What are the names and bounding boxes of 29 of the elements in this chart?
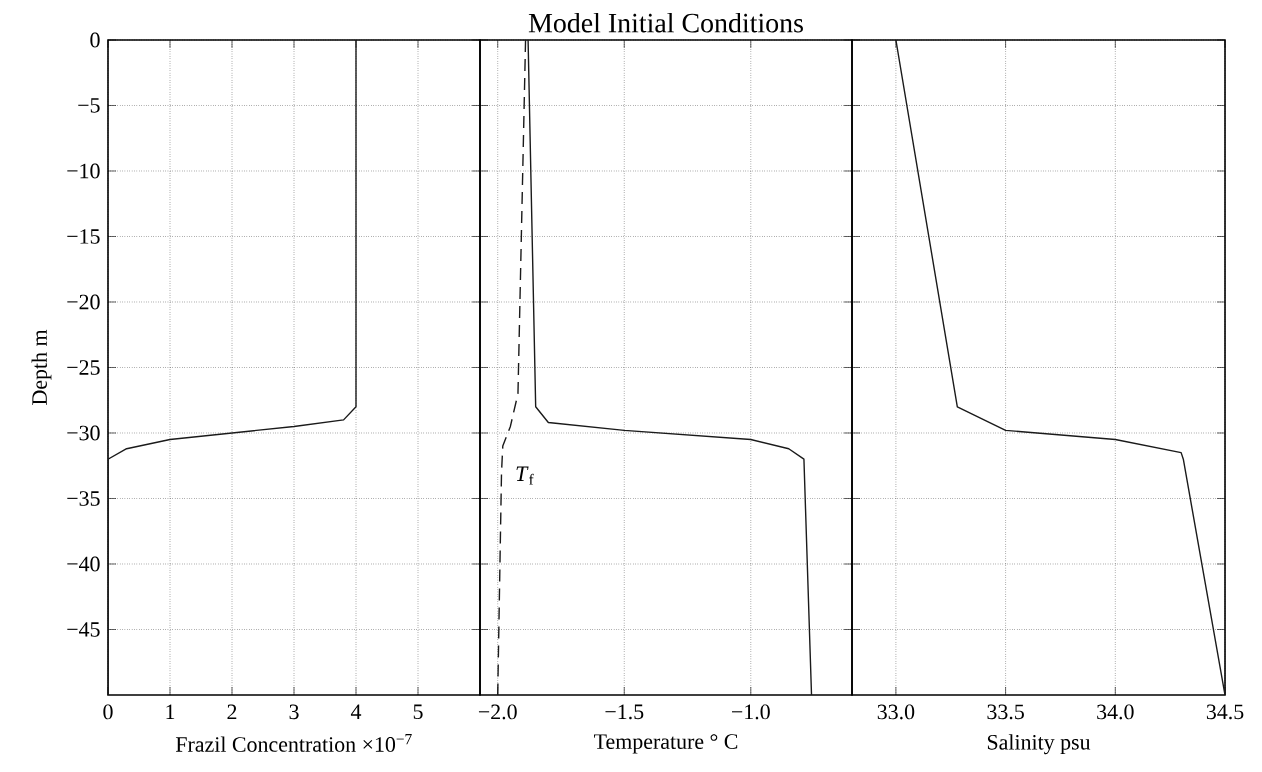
y-tick-label: −15: [67, 229, 100, 244]
y-tick-label: −45: [67, 622, 100, 637]
x-tick-label: 34.5: [1206, 704, 1244, 720]
y-tick-label: −20: [67, 294, 100, 310]
y-tick-label: −25: [67, 360, 100, 375]
x-tick-label: 3: [289, 704, 299, 720]
x-tick-label: −2.0: [478, 704, 517, 720]
y-tick-label: −10: [67, 163, 100, 179]
y-tick-label: −30: [67, 425, 100, 441]
y-axis-title: Depth m: [31, 329, 52, 405]
y-tick-label: −35: [67, 491, 100, 506]
y-tick-label: −40: [67, 556, 100, 572]
x-tick-label: 1: [166, 704, 175, 719]
y-tick-label: 0: [90, 32, 100, 48]
x-tick-label: 34.0: [1097, 704, 1134, 720]
x-tick-label: −1.5: [605, 704, 644, 720]
chart-title: Model Initial Conditions: [528, 12, 803, 33]
x-tick-label: 5: [413, 704, 423, 720]
y-tick-label: −5: [78, 98, 100, 113]
x-axis-title: Salinity psu: [987, 734, 1091, 755]
x-tick-label: 33.0: [877, 704, 915, 720]
x-axis-title: Temperature ° C: [594, 734, 738, 754]
x-tick-label: −1.0: [732, 704, 770, 720]
x-tick-label: 4: [350, 704, 362, 719]
x-tick-label: 33.5: [987, 704, 1024, 720]
x-tick-label: 2: [227, 704, 237, 720]
x-tick-label: 0: [103, 704, 113, 720]
annotation: T$_{f}$: [516, 466, 534, 485]
x-axis-title: Frazil Concentration ×10$^{−7}$: [175, 734, 412, 752]
